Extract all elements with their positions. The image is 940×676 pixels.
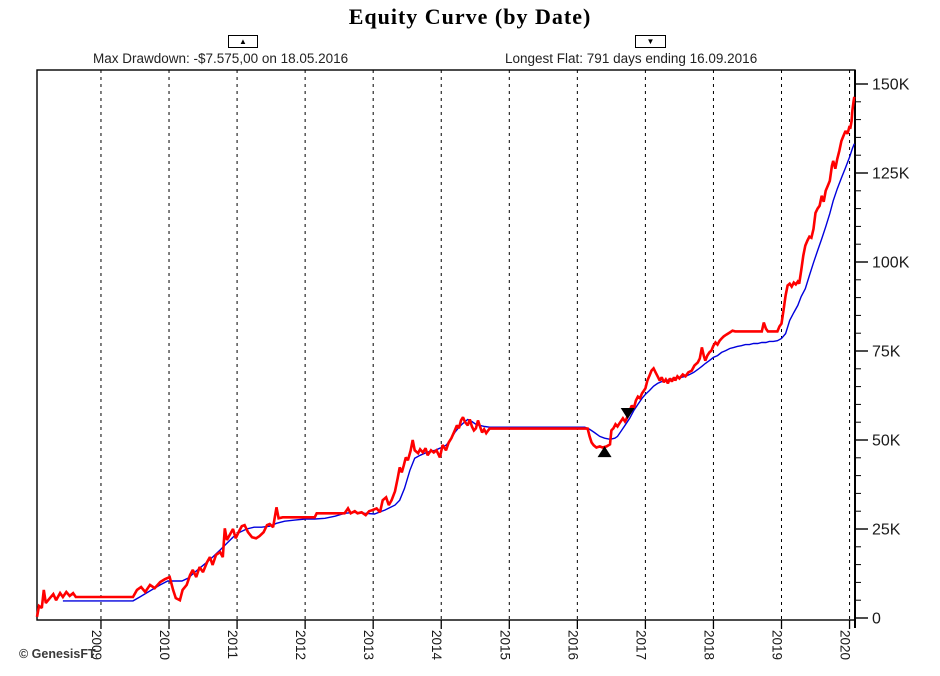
triangle-down-icon: ▼ <box>646 36 655 46</box>
max-drawdown-marker <box>597 446 612 458</box>
x-axis-year-label: 2012 <box>293 630 308 660</box>
x-axis-year-label: 2011 <box>225 630 240 659</box>
y-axis-label: 25K <box>872 522 901 539</box>
y-axis-label: 75K <box>872 344 901 361</box>
longest-flat-end-marker <box>620 407 635 419</box>
x-axis-year-label: 2016 <box>565 630 580 660</box>
page-title: Equity Curve (by Date) <box>348 4 592 29</box>
y-axis-label: 50K <box>872 433 901 450</box>
close-equity-line <box>62 143 855 602</box>
x-axis-year-label: 2010 <box>157 630 172 660</box>
x-axis-year-label: 2014 <box>429 630 444 661</box>
x-axis-year-label: 2017 <box>633 630 648 660</box>
drawdown-marker-legend-box: ▲ <box>228 35 258 48</box>
flat-end-marker-legend-box: ▼ <box>635 35 666 48</box>
y-axis-label: 150K <box>872 77 910 94</box>
plot-border <box>36 69 856 621</box>
y-axis-label: 125K <box>872 166 910 183</box>
y-axis-label: 0 <box>872 611 881 628</box>
equity-curve-line <box>35 96 856 618</box>
x-axis-year-label: 2015 <box>497 630 512 660</box>
x-axis-year-label: 2009 <box>89 630 104 660</box>
y-axis-label: 100K <box>872 255 910 272</box>
triangle-up-icon: ▲ <box>239 36 247 46</box>
x-axis-year-label: 2019 <box>770 630 785 660</box>
x-axis-year-label: 2020 <box>838 630 853 660</box>
longest-flat-annotation: Longest Flat: 791 days ending 16.09.2016 <box>505 51 758 66</box>
genesisft-watermark: © GenesisFT <box>19 647 96 661</box>
x-axis-year-label: 2018 <box>701 630 716 660</box>
x-axis-year-label: 2013 <box>361 630 376 660</box>
max-drawdown-annotation: Max Drawdown: -$7.575,00 on 18.05.2016 <box>93 51 349 66</box>
